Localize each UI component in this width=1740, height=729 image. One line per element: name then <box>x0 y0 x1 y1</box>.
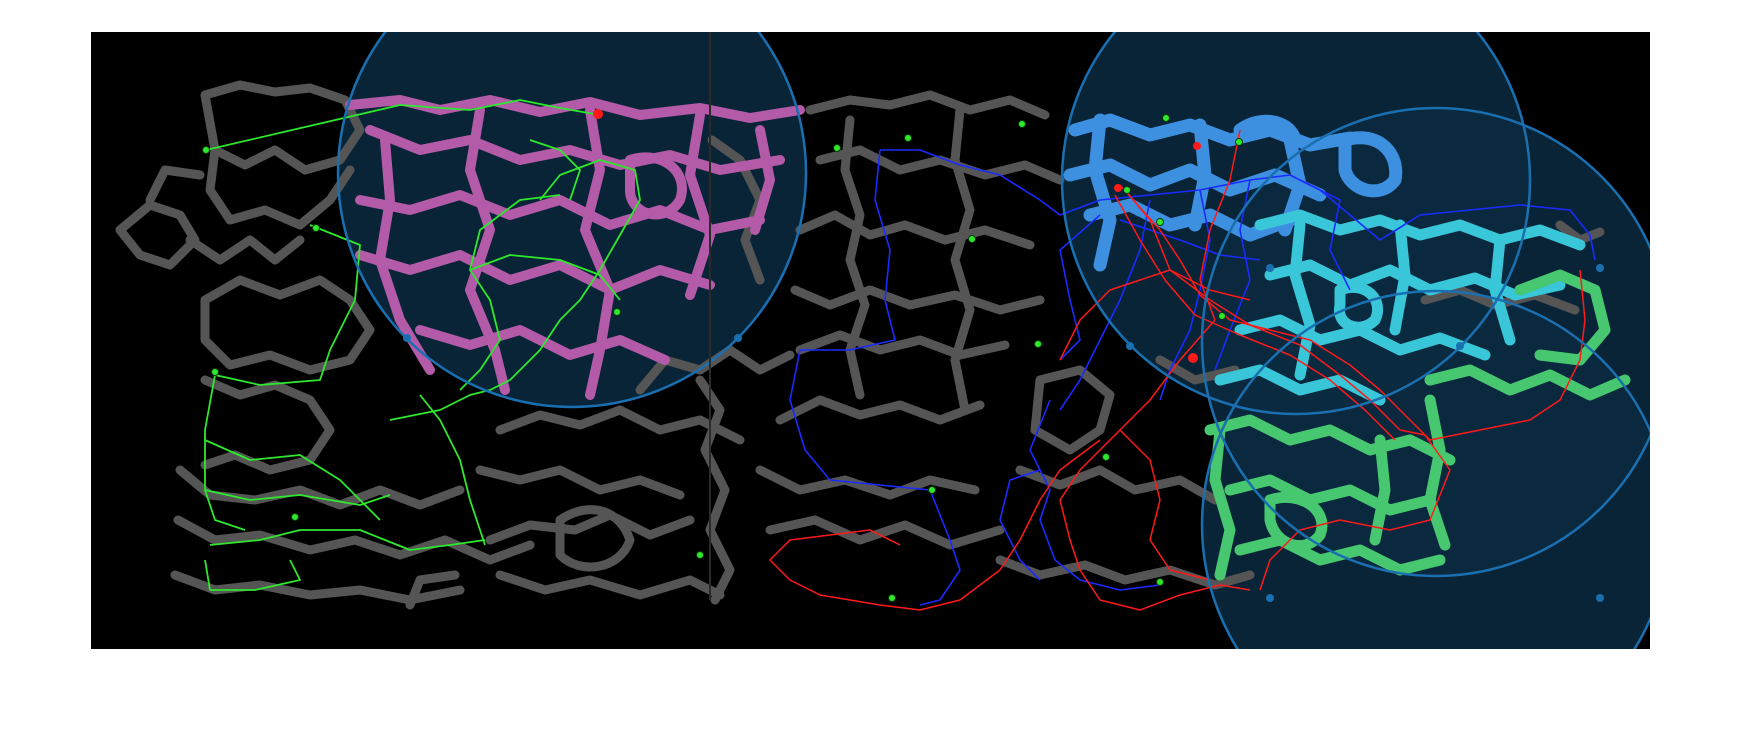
zone-circle-magenta[interactable] <box>338 0 806 407</box>
waypoint[interactable] <box>1034 340 1042 348</box>
waypoint[interactable] <box>291 513 299 521</box>
waypoint[interactable] <box>1156 218 1164 226</box>
waypoint[interactable] <box>968 235 976 243</box>
waypoint[interactable] <box>1123 186 1131 194</box>
zone-handle[interactable] <box>1266 264 1274 272</box>
zone-handle[interactable] <box>1266 594 1274 602</box>
region-blue <box>1063 113 1403 272</box>
red-marker[interactable] <box>593 109 603 119</box>
markers <box>593 109 1201 363</box>
zone-handle[interactable] <box>1456 342 1464 350</box>
waypoint[interactable] <box>888 594 896 602</box>
red-marker[interactable] <box>1188 353 1198 363</box>
zone-handles <box>403 264 1604 602</box>
road-network <box>115 80 1605 610</box>
map-content <box>115 0 1670 729</box>
zone-handle[interactable] <box>734 334 742 342</box>
zone-handle[interactable] <box>1596 594 1604 602</box>
region-green <box>1204 269 1631 581</box>
waypoint[interactable] <box>1018 120 1026 128</box>
waypoint[interactable] <box>1162 114 1170 122</box>
zone-outlines <box>336 0 1670 729</box>
region-cyan <box>1214 209 1586 406</box>
waypoint[interactable] <box>928 486 936 494</box>
waypoint[interactable] <box>613 308 621 316</box>
waypoint[interactable] <box>904 134 912 142</box>
waypoint[interactable] <box>1102 453 1110 461</box>
waypoint[interactable] <box>312 224 320 232</box>
route-red <box>769 129 1586 611</box>
waypoint[interactable] <box>202 146 210 154</box>
zone-outline-green[interactable] <box>1200 289 1670 729</box>
waypoint[interactable] <box>833 144 841 152</box>
red-marker[interactable] <box>1193 142 1201 150</box>
waypoint[interactable] <box>1156 578 1164 586</box>
zone-handle[interactable] <box>1126 342 1134 350</box>
waypoint[interactable] <box>211 368 219 376</box>
waypoints <box>202 114 1243 602</box>
zone-outline-blue[interactable] <box>1060 0 1532 416</box>
waypoint[interactable] <box>1235 138 1243 146</box>
red-marker[interactable] <box>1114 184 1122 192</box>
waypoint[interactable] <box>696 551 704 559</box>
zone-handle[interactable] <box>1596 264 1604 272</box>
route-green <box>204 99 641 591</box>
zone-outline-cyan[interactable] <box>1200 106 1670 578</box>
zone-handle[interactable] <box>403 334 411 342</box>
zone-outline-magenta[interactable] <box>336 0 808 409</box>
waypoint[interactable] <box>1218 312 1226 320</box>
